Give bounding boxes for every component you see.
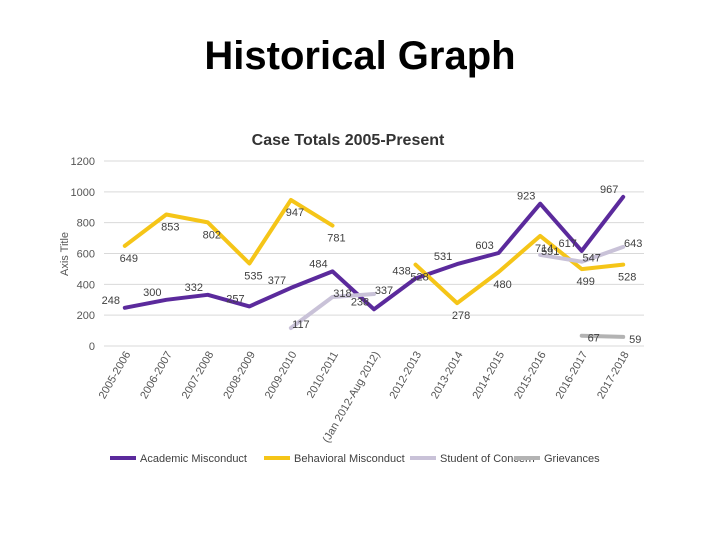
data-label: 377 <box>268 275 286 287</box>
x-category-label: 2008-2009 <box>221 350 258 402</box>
legend-item-grievances: Grievances <box>514 453 600 465</box>
x-category-label: 2017-2018 <box>595 350 632 402</box>
data-label: 781 <box>327 233 345 245</box>
data-label: 714 <box>535 243 553 255</box>
data-label: 535 <box>244 271 262 283</box>
data-label: 67 <box>588 333 600 345</box>
data-label: 318 <box>333 288 351 300</box>
data-label: 531 <box>434 251 452 263</box>
legend-item-student-of-concern: Student of Concern <box>410 453 535 465</box>
data-label: 591 <box>541 246 559 258</box>
data-label: 802 <box>203 229 221 241</box>
data-label: 923 <box>517 191 535 203</box>
series-line-academic-misconduct <box>122 194 626 312</box>
series-line-behavioral-misconduct <box>413 233 626 306</box>
legend-label: Student of Concern <box>440 453 535 465</box>
series-line-student-of-concern <box>288 292 376 330</box>
x-category-label: 2007-2008 <box>180 350 217 402</box>
data-label: 617 <box>559 238 577 250</box>
legend-label: Academic Misconduct <box>140 453 247 465</box>
series-line-grievances <box>579 333 626 339</box>
data-label: 643 <box>624 238 642 250</box>
x-category-label: 2014-2015 <box>471 349 508 401</box>
data-label: 238 <box>351 296 369 308</box>
data-label: 853 <box>161 221 179 233</box>
y-tick-label: 0 <box>89 341 95 353</box>
legend: Academic Misconduct Behavioral Misconduct… <box>110 453 600 465</box>
legend-label: Behavioral Misconduct <box>294 453 405 465</box>
slide-title: Historical Graph <box>204 34 516 78</box>
data-labels: 248 300 332 257 377 484 238 438 531 603 923 617 967 6… <box>102 184 643 346</box>
data-label: 528 <box>410 272 428 284</box>
legend-item-academic-misconduct: Academic Misconduct <box>110 453 247 465</box>
data-label: 947 <box>286 207 304 219</box>
y-axis-title: Axis Title <box>59 232 71 276</box>
data-label: 278 <box>452 310 470 322</box>
data-label: 603 <box>475 240 493 252</box>
series-line-student-of-concern <box>538 244 626 264</box>
legend-item-behavioral-misconduct: Behavioral Misconduct <box>264 453 405 465</box>
y-tick-label: 200 <box>77 310 95 322</box>
x-category-label: 2016-2017 <box>554 350 591 402</box>
legend-label: Grievances <box>544 453 600 465</box>
y-tick-label: 1200 <box>71 156 95 168</box>
x-category-label: 2012-2013 <box>387 350 424 402</box>
gridlines <box>104 160 644 347</box>
data-label: 117 <box>292 319 310 331</box>
chart-title: Case Totals 2005-Present <box>252 132 445 149</box>
data-label: 484 <box>309 258 327 270</box>
x-category-label: 2010-2011 <box>305 350 341 401</box>
x-category-label: 2005-2006 <box>97 350 134 402</box>
y-axis-ticks: 0 200 400 600 800 1000 1200 <box>71 156 95 353</box>
data-label: 547 <box>583 253 601 265</box>
x-category-label: 2009-2010 <box>263 350 300 402</box>
data-label: 528 <box>618 272 636 284</box>
data-label: 300 <box>143 287 161 299</box>
data-label: 337 <box>375 285 393 297</box>
data-label: 59 <box>629 334 641 346</box>
series-line-behavioral-misconduct <box>122 198 335 266</box>
data-label: 967 <box>600 184 618 196</box>
series-lines <box>122 194 626 339</box>
x-category-label: 2006-2007 <box>138 350 175 402</box>
x-category-label: 2015-2016 <box>512 350 549 402</box>
data-label: 649 <box>120 253 138 265</box>
y-tick-label: 800 <box>77 218 95 230</box>
data-label: 332 <box>185 282 203 294</box>
data-label: 438 <box>392 265 410 277</box>
data-label: 480 <box>493 279 511 291</box>
y-tick-label: 600 <box>77 249 95 261</box>
y-tick-label: 400 <box>77 279 95 291</box>
y-tick-label: 1000 <box>71 187 95 199</box>
data-label: 257 <box>226 293 244 305</box>
data-label: 499 <box>577 276 595 288</box>
x-category-label: 2013-2014 <box>429 349 466 401</box>
x-axis-categories: 2005-2006 2006-2007 2007-2008 2008-2009 2009… <box>97 349 632 445</box>
data-label: 248 <box>102 295 120 307</box>
